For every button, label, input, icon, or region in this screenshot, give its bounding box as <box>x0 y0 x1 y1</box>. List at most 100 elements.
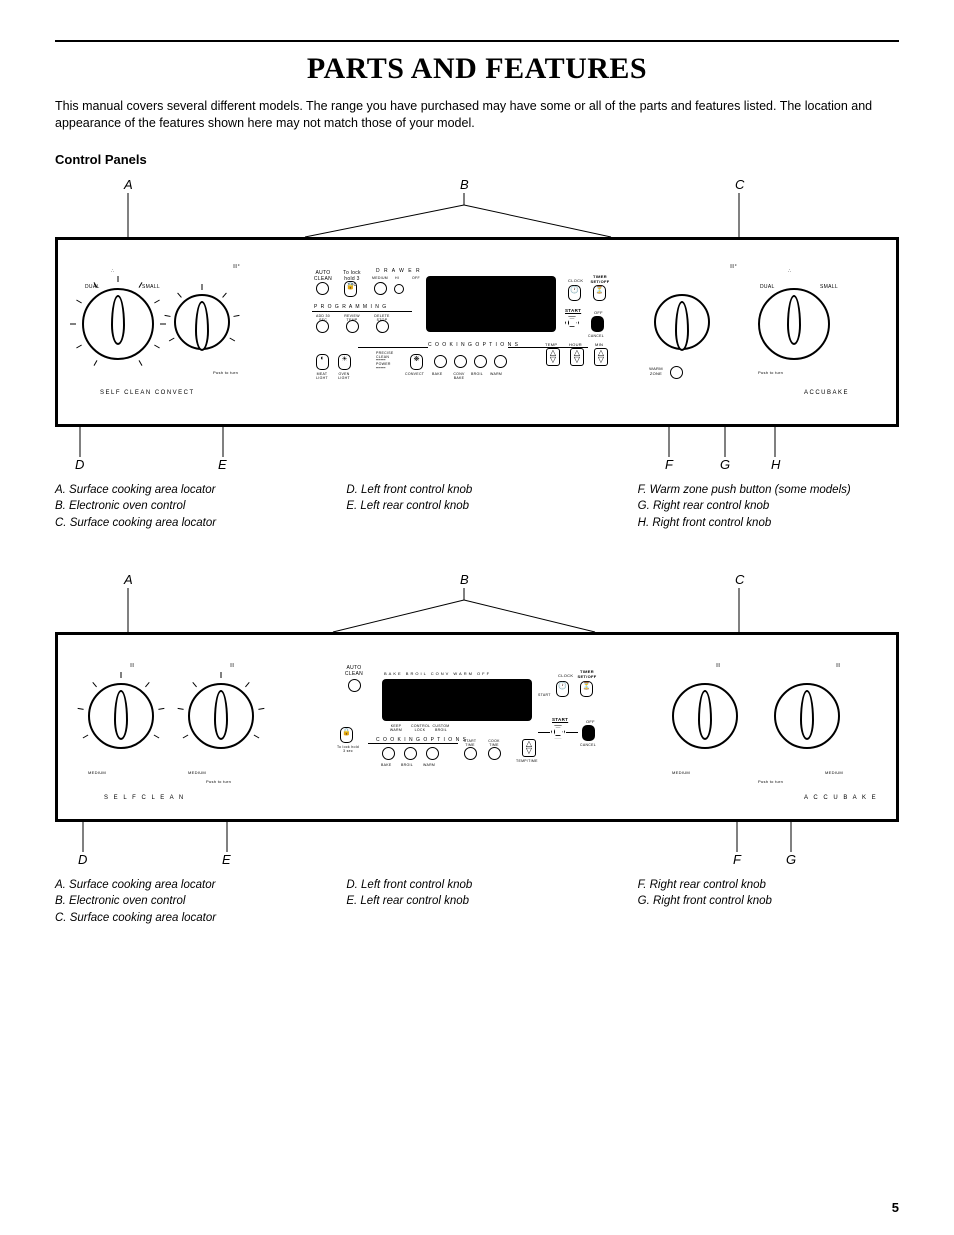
diagram-1-legend: A. Surface cooking area locator B. Elect… <box>55 482 899 532</box>
legend-1-col1: A. Surface cooking area locator B. Elect… <box>55 482 316 532</box>
txt-warm2: WARM <box>423 763 435 767</box>
legend-item: D. Left front control knob <box>346 877 607 894</box>
txt-leftbrand: SELF CLEAN CONVECT <box>100 390 195 396</box>
btn-autoclean2 <box>348 679 361 692</box>
txt-convect: CONVECT <box>405 372 424 376</box>
txt-opts2: BAKE BROIL CONV WARM OFF <box>384 671 491 676</box>
txt-leftbrand2: S E L F C L E A N <box>104 795 185 801</box>
left-front-knob <box>82 288 154 365</box>
dots2-b: °°°° <box>230 665 235 670</box>
legend-item: A. Surface cooking area locator <box>55 482 316 499</box>
btn-broil2 <box>404 747 417 760</box>
txt-autoclean: AUTO CLEAN <box>312 270 334 282</box>
legend-item: F. Right rear control knob <box>638 877 899 894</box>
txt-temp: TEMP <box>545 342 557 347</box>
callout-lines-bottom-2 <box>55 822 899 867</box>
right-front-knob-2 <box>774 683 840 754</box>
btn-bake <box>434 355 447 368</box>
dots2-c: °°°° <box>716 665 721 670</box>
label-F2: F <box>733 852 741 867</box>
btn-autoclean <box>316 282 329 295</box>
btn-meat: ◐ <box>316 354 329 370</box>
updown-hour: △▽ <box>570 348 584 366</box>
dots2-d: °°°° <box>836 665 841 670</box>
diagram-2-top-callouts: A B C <box>55 572 899 632</box>
right-rear-knob-2 <box>672 683 738 754</box>
btn-convect: ❋ <box>410 354 423 370</box>
txt-hour: HOUR <box>569 342 582 347</box>
txt-warmzone: WARM ZONE <box>645 366 667 376</box>
btn-starttime <box>464 747 477 760</box>
legend-2-col3: F. Right rear control knob G. Right fron… <box>638 877 899 927</box>
btn-broil <box>474 355 487 368</box>
legend-item: B. Electronic oven control <box>55 498 316 515</box>
btn-convbake <box>454 355 467 368</box>
updown-temp: △▽ <box>546 348 560 366</box>
updown-temptime: △▽ <box>522 739 536 757</box>
txt-med2d: MEDIUM <box>825 770 843 775</box>
label-F: F <box>665 457 673 472</box>
txt-cancel2: CANCEL <box>580 743 596 747</box>
txt-med2b: MEDIUM <box>188 770 206 775</box>
txt-autoclean2: AUTO CLEAN <box>343 665 365 677</box>
legend-item: D. Left front control knob <box>346 482 607 499</box>
txt-start2: START <box>552 717 568 722</box>
btn-cooktime <box>488 747 501 760</box>
callout-lines-top-2 <box>55 572 899 632</box>
txt-bake2: BAKE <box>381 763 392 767</box>
legend-1-col3: F. Warm zone push button (some models) G… <box>638 482 899 532</box>
txt-broil: BROIL <box>471 372 483 376</box>
txt-broil2: BROIL <box>401 763 413 767</box>
txt-custbroil: CUSTOM BROIL <box>432 724 450 732</box>
txt-keepwarm: KEEP WARM <box>387 724 405 732</box>
btn-lock2: 🔒 <box>340 727 353 743</box>
legend-item: G. Right front control knob <box>638 893 899 910</box>
dots-b: °°°°° <box>233 266 240 271</box>
txt-starttime: START TIME <box>459 739 481 747</box>
left-rear-knob-2 <box>188 683 254 754</box>
txt-push2b: Push to turn <box>206 779 231 784</box>
left-rear-knob <box>174 294 230 355</box>
txt-convbake: CONV BAKE <box>449 372 469 380</box>
txt-dual2: DUAL <box>760 284 775 290</box>
btn-off <box>591 316 604 332</box>
section-heading: Control Panels <box>55 152 899 167</box>
txt-rightbrand2: A C C U B A K E <box>804 795 878 801</box>
oven-display-1 <box>426 276 556 332</box>
btn-lock: 🔒 <box>344 281 357 297</box>
txt-cooktime: COOK TIME <box>483 739 505 747</box>
txt-meat: MEAT LIGHT <box>312 372 332 380</box>
label-D: D <box>75 457 84 472</box>
diagram-1-top-callouts: A B C <box>55 177 899 237</box>
label-G2: G <box>786 852 796 867</box>
intro-text: This manual covers several different mod… <box>55 98 899 132</box>
control-panel-2: °°°° °°°° MEDIUM MEDIUM Push to turn S E… <box>55 632 899 822</box>
label-H: H <box>771 457 780 472</box>
txt-review: REVIEW TEMP <box>342 314 362 322</box>
txt-start2r: START <box>538 693 551 697</box>
label-D2: D <box>78 852 87 867</box>
label-E: E <box>218 457 227 472</box>
legend-item: C. Surface cooking area locator <box>55 515 316 532</box>
txt-rightbrand: ACCUBAKE <box>804 390 849 396</box>
btn-drawer2 <box>394 284 404 294</box>
btn-timer2: ⏳ <box>580 681 593 697</box>
txt-clock: CLOCK <box>568 278 583 283</box>
legend-item: E. Left rear control knob <box>346 893 607 910</box>
txt-clock2: CLOCK <box>558 673 573 678</box>
control-panel-1: DUAL SMALL ∴ °°°°° Push to turn SELF CLE… <box>55 237 899 427</box>
txt-push2: Push to turn <box>758 370 783 375</box>
right-front-knob <box>758 288 830 365</box>
txt-min: MIN <box>595 342 603 347</box>
txt-dual: DUAL <box>85 284 100 290</box>
dots-d: ∴ <box>788 270 791 273</box>
txt-push1: Push to turn <box>213 370 238 375</box>
btn-start <box>565 316 579 330</box>
txt-warm: WARM <box>490 372 502 376</box>
txt-push2c: Push to turn <box>758 779 783 784</box>
txt-temptime: TEMP/TIME <box>516 759 538 763</box>
callout-lines-top-1 <box>55 177 899 237</box>
legend-item: A. Surface cooking area locator <box>55 877 316 894</box>
updown-min: △▽ <box>594 348 608 366</box>
btn-warm2 <box>426 747 439 760</box>
